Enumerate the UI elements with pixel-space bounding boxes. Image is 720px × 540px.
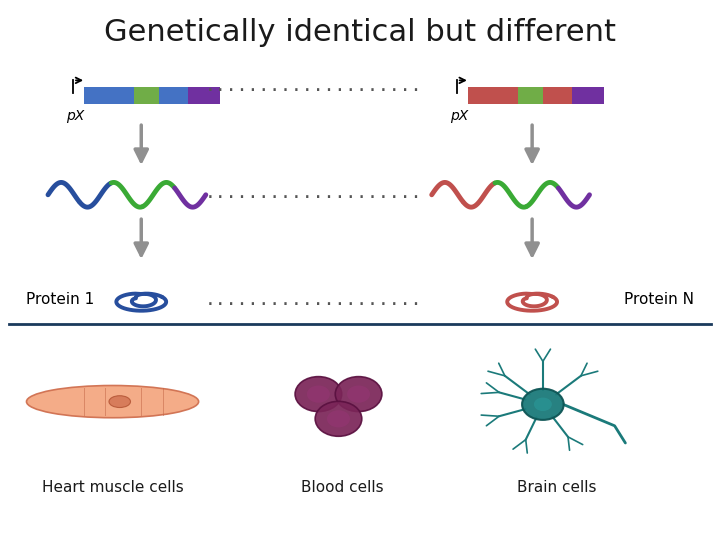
Text: Blood cells: Blood cells xyxy=(301,480,383,495)
Text: ....................: .................... xyxy=(204,77,422,94)
Bar xyxy=(518,87,543,104)
Bar xyxy=(84,87,134,104)
Text: Genetically identical but different: Genetically identical but different xyxy=(104,17,616,46)
Bar xyxy=(543,87,572,104)
Ellipse shape xyxy=(522,389,564,420)
Bar xyxy=(188,87,220,104)
Ellipse shape xyxy=(534,397,552,411)
Text: ....................: .................... xyxy=(204,184,422,202)
Bar xyxy=(134,87,159,104)
Text: pX: pX xyxy=(66,109,84,123)
Ellipse shape xyxy=(307,386,330,403)
Text: Heart muscle cells: Heart muscle cells xyxy=(42,480,184,495)
Ellipse shape xyxy=(295,376,342,411)
Ellipse shape xyxy=(109,396,130,408)
Text: pX: pX xyxy=(450,109,468,123)
Text: Protein N: Protein N xyxy=(624,292,693,307)
Ellipse shape xyxy=(27,386,199,418)
Text: Brain cells: Brain cells xyxy=(518,480,597,495)
Text: Protein 1: Protein 1 xyxy=(27,292,95,307)
Ellipse shape xyxy=(327,410,350,427)
Text: ....................: .................... xyxy=(204,291,422,308)
Ellipse shape xyxy=(347,386,370,403)
Bar xyxy=(467,87,518,104)
Ellipse shape xyxy=(315,401,361,436)
Bar xyxy=(159,87,188,104)
Bar xyxy=(572,87,604,104)
Ellipse shape xyxy=(336,376,382,411)
